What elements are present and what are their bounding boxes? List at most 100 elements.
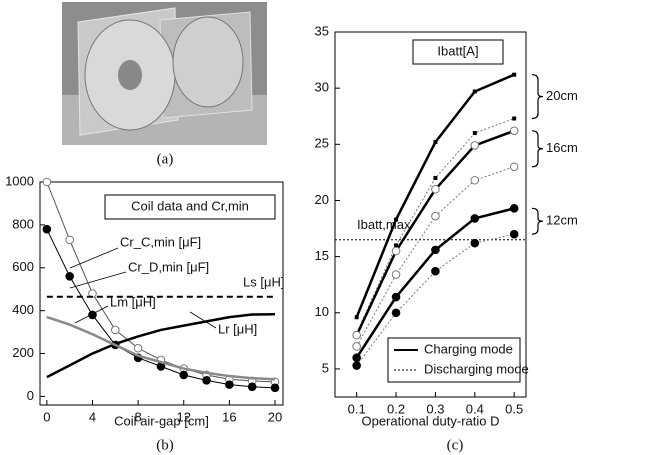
marker xyxy=(65,235,74,245)
photo xyxy=(62,2,267,145)
x-tick-label: 20 xyxy=(268,409,282,424)
series-line xyxy=(356,118,515,334)
y-tick-label: 25 xyxy=(315,136,329,151)
caption: (a) xyxy=(157,151,174,167)
legend-label: Charging mode xyxy=(424,341,513,356)
brace xyxy=(531,207,544,235)
marker xyxy=(470,175,480,185)
group-label: 20cm xyxy=(546,88,578,103)
marker xyxy=(352,342,361,351)
marker xyxy=(472,89,477,94)
group-label: 16cm xyxy=(546,140,578,155)
threshold-label: Ibatt,max xyxy=(357,217,411,232)
marker xyxy=(512,72,517,77)
marker xyxy=(472,131,477,136)
x-tick-label: 12 xyxy=(177,409,191,424)
marker xyxy=(352,353,361,362)
y-tick-label: 0 xyxy=(27,388,34,403)
marker xyxy=(354,315,359,320)
x-tick-label: 4 xyxy=(89,409,96,424)
series-line xyxy=(46,313,276,379)
leader-line xyxy=(69,247,119,269)
marker xyxy=(270,383,280,393)
y-tick-label: 600 xyxy=(12,259,34,274)
marker xyxy=(509,204,519,213)
photo-coil xyxy=(172,16,244,108)
marker xyxy=(42,224,52,234)
x-tick-label: 0.5 xyxy=(505,401,523,416)
marker xyxy=(110,325,120,335)
series-label: Cr_D,min [μF] xyxy=(128,259,209,274)
marker xyxy=(65,272,74,281)
chart-title: Ibatt[A] xyxy=(437,43,478,58)
marker xyxy=(433,176,438,180)
marker xyxy=(394,217,399,222)
marker xyxy=(247,382,257,392)
y-tick-label: 1000 xyxy=(5,173,34,188)
marker xyxy=(391,270,401,279)
x-tick-label: 8 xyxy=(134,409,141,424)
title-box xyxy=(412,39,504,65)
brace xyxy=(531,74,544,120)
series-line xyxy=(355,129,515,336)
plot-frame xyxy=(334,31,527,398)
legend-box xyxy=(387,337,521,383)
y-tick-label: 800 xyxy=(12,216,34,231)
marker xyxy=(179,370,189,380)
marker xyxy=(202,376,211,385)
x-tick-label: 0 xyxy=(43,409,50,424)
leader-line xyxy=(69,271,127,289)
y-tick-label: 30 xyxy=(315,80,329,95)
marker xyxy=(42,177,52,187)
marker xyxy=(509,126,519,136)
marker xyxy=(391,292,401,302)
marker xyxy=(431,211,440,221)
caption: (c) xyxy=(447,437,464,453)
x-tick-label: 16 xyxy=(222,409,236,424)
caption: (b) xyxy=(156,437,174,453)
marker xyxy=(470,238,480,248)
photo-coil-core xyxy=(118,60,142,90)
x-tick-label: 0.2 xyxy=(387,401,405,416)
marker xyxy=(509,229,519,239)
marker xyxy=(470,141,480,150)
marker xyxy=(391,308,401,318)
series-line xyxy=(356,233,515,366)
marker xyxy=(431,266,440,276)
marker xyxy=(133,343,143,353)
y-tick-label: 10 xyxy=(315,304,329,319)
marker xyxy=(225,380,234,389)
marker xyxy=(433,140,438,145)
plot-frame xyxy=(39,181,284,406)
marker xyxy=(509,162,519,172)
leader-line xyxy=(74,305,109,324)
marker xyxy=(352,361,361,370)
y-tick-label: 5 xyxy=(322,360,329,375)
marker xyxy=(352,330,361,340)
y-tick-label: 200 xyxy=(12,345,34,360)
x-tick-label: 0.4 xyxy=(466,401,484,416)
y-tick-label: 35 xyxy=(315,23,329,38)
title-box xyxy=(104,194,276,220)
marker xyxy=(391,246,401,256)
x-tick-label: 0.3 xyxy=(426,401,444,416)
series-label: Ls [μH] xyxy=(243,274,284,289)
series-label: Lm [μH] xyxy=(110,294,156,309)
legend-label: Discharging mode xyxy=(424,361,529,376)
y-tick-label: 15 xyxy=(315,248,329,263)
marker xyxy=(431,245,440,255)
x-axis-label: Operational duty-ratio D xyxy=(361,413,499,428)
brace xyxy=(531,130,544,168)
x-tick-label: 0.1 xyxy=(348,401,366,416)
x-axis-label: Coil air-gap [cm] xyxy=(114,413,209,428)
group-label: 12cm xyxy=(546,213,578,228)
series-label: Cr_C,min [μF] xyxy=(120,234,201,249)
series-label: Lr [μH] xyxy=(218,321,257,336)
y-tick-label: 400 xyxy=(12,302,34,317)
marker xyxy=(431,184,440,194)
marker xyxy=(512,116,517,121)
series-line xyxy=(46,315,276,381)
chart-title: Coil data and Cr,min xyxy=(131,198,249,213)
y-tick-label: 20 xyxy=(315,192,329,207)
